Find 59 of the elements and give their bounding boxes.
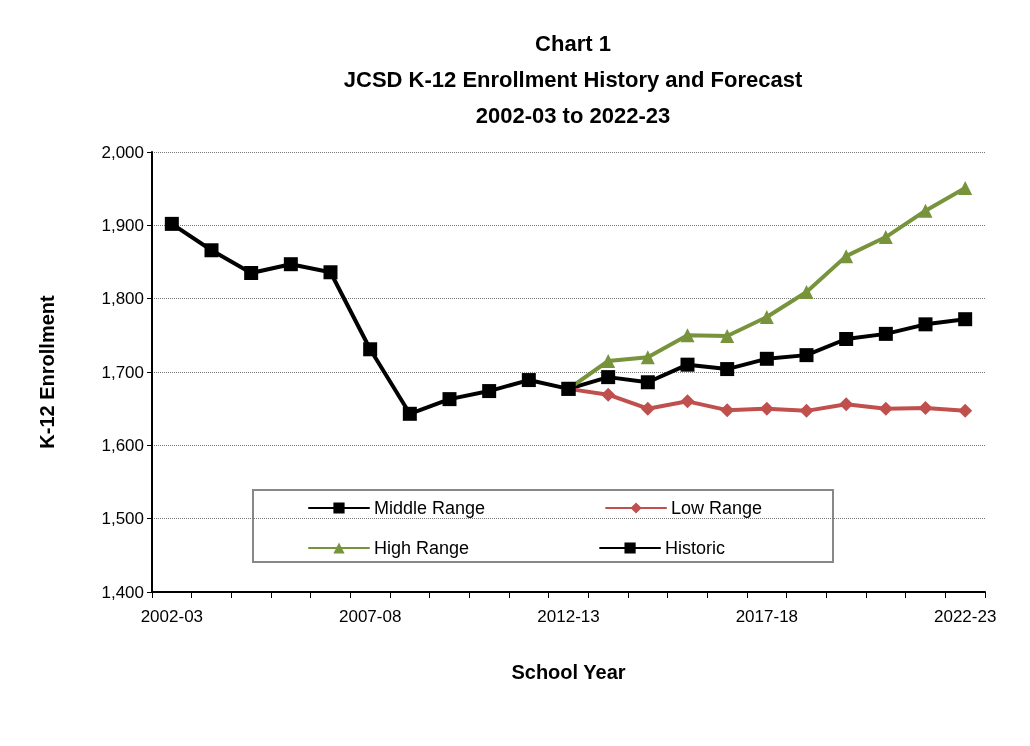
point <box>442 392 457 407</box>
point <box>799 348 814 363</box>
point <box>918 203 933 218</box>
point <box>640 401 655 416</box>
y-tick-label: 1,700 <box>101 362 144 382</box>
point <box>720 362 735 377</box>
y-tick-label: 1,500 <box>101 509 144 529</box>
y-tick-label: 1,800 <box>101 289 144 309</box>
point <box>839 397 854 412</box>
legend-label: Low Range <box>671 498 788 518</box>
point <box>839 249 854 264</box>
point <box>799 285 814 300</box>
point <box>918 317 933 332</box>
legend-label: Historic <box>665 538 756 558</box>
point <box>759 351 774 366</box>
point <box>204 243 219 258</box>
point <box>601 387 616 402</box>
point <box>164 216 179 231</box>
x-tick-label: 2007-08 <box>338 607 402 626</box>
x-tick-label: 2022-23 <box>933 607 997 626</box>
point <box>759 310 774 324</box>
point <box>958 403 973 418</box>
point <box>878 401 893 416</box>
point <box>601 370 616 385</box>
point <box>878 326 893 341</box>
y-tick-label: 2,000 <box>101 142 144 162</box>
point <box>323 265 338 280</box>
point <box>482 384 497 399</box>
point <box>759 401 774 416</box>
point <box>958 312 973 327</box>
point <box>839 332 854 346</box>
point <box>640 350 655 365</box>
x-axis-title: School Year <box>511 661 626 683</box>
point <box>680 357 695 372</box>
point <box>601 354 616 368</box>
point <box>680 394 695 409</box>
point <box>878 230 893 245</box>
legend-label: Middle Range <box>374 498 496 518</box>
point <box>283 257 298 272</box>
y-axis-title: K-12 Enrollment <box>36 294 58 449</box>
point <box>720 329 735 344</box>
x-tick-label: 2017-18 <box>735 607 799 626</box>
point <box>918 400 933 415</box>
point <box>720 403 735 418</box>
point <box>958 180 973 195</box>
point <box>244 266 259 280</box>
y-tick-label: 1,400 <box>101 582 144 602</box>
chart-title: Chart 1 JCSD K-12 Enrollment History and Forecast 2002-03 to 2022-23 <box>343 30 803 128</box>
y-tick-label: 1,600 <box>101 435 144 455</box>
point <box>521 373 536 388</box>
y-tick-label: 1,900 <box>101 215 144 235</box>
point <box>640 375 655 390</box>
x-tick-label: 2002-03 <box>140 607 204 626</box>
point <box>363 342 378 357</box>
x-tick-label: 2012-13 <box>537 607 600 626</box>
point <box>680 328 695 343</box>
point <box>402 406 417 421</box>
point <box>799 403 814 418</box>
legend-label: High Range <box>374 538 490 558</box>
